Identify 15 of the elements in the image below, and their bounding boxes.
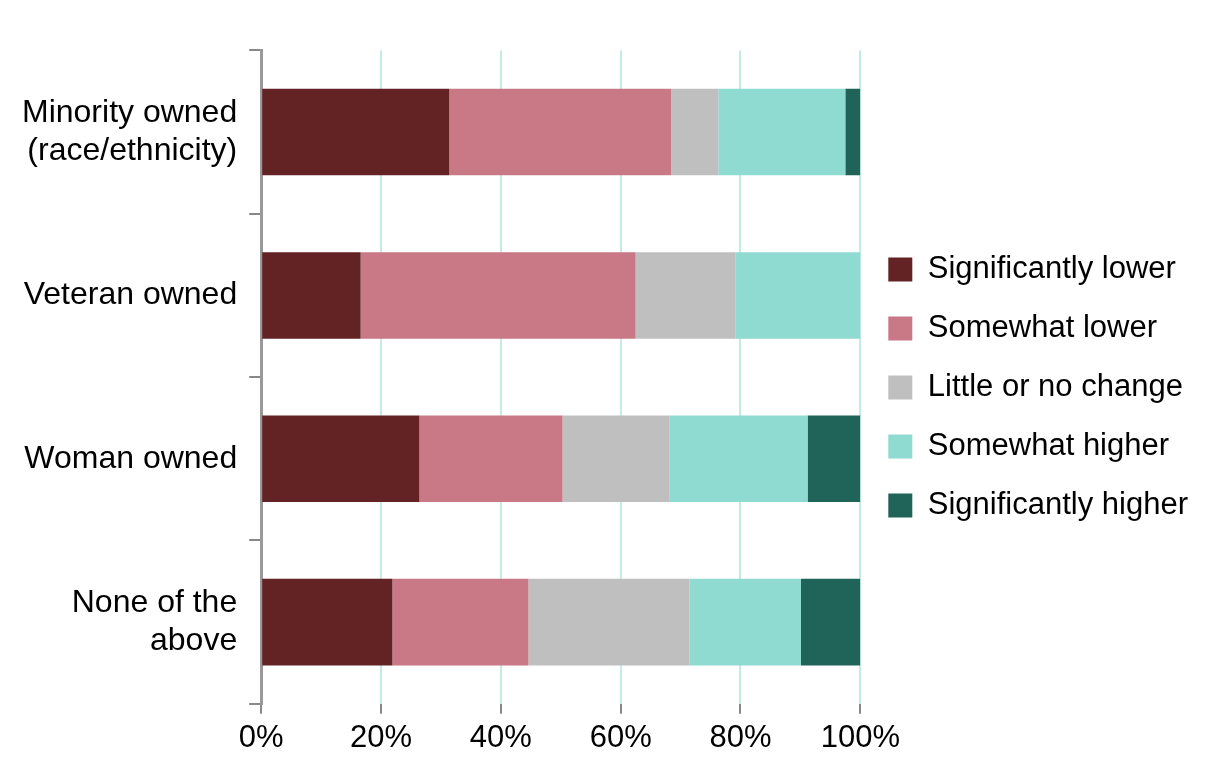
x-tick-label: 0% xyxy=(238,718,284,754)
x-tick-label: 40% xyxy=(469,718,532,754)
legend-label: Somewhat lower xyxy=(927,309,1157,345)
y-tick-label: Minority owned (race/ethnicity) xyxy=(22,92,238,168)
y-tick-label: Veteran owned xyxy=(23,275,238,312)
legend-label: Significantly lower xyxy=(927,250,1176,286)
legend-label: Somewhat higher xyxy=(927,427,1170,463)
x-tick-label: 100% xyxy=(820,718,900,754)
x-tick-label: 20% xyxy=(350,718,413,754)
legend-label: Significantly higher xyxy=(927,486,1188,522)
legend-label: Little or no change xyxy=(927,368,1183,404)
y-tick-label: Woman owned xyxy=(24,438,238,475)
y-tick-label: None of the above xyxy=(71,582,238,658)
x-tick-label: 60% xyxy=(589,718,652,754)
x-tick-label: 80% xyxy=(709,718,772,754)
